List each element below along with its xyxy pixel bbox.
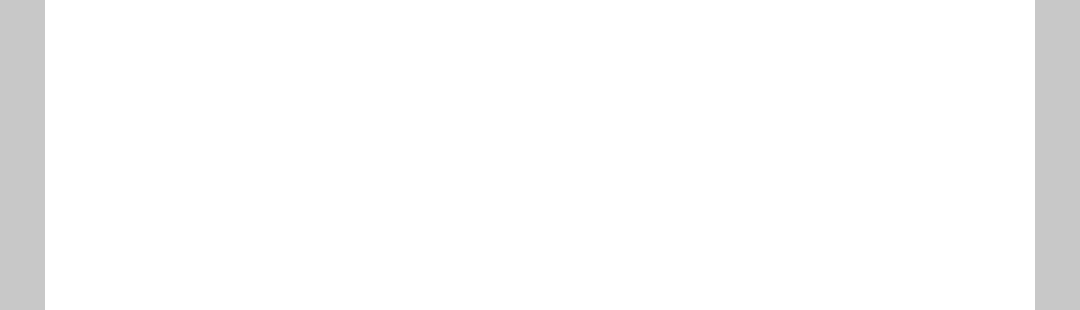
Text: block and the supporting surface is 0.50. Calculate the force P required to caus: block and the supporting surface is 0.50… (139, 135, 1028, 153)
Text: 3. A block of 90 kg rests on a horizontal surface. The coefficient of static fri: 3. A block of 90 kg rests on a horizonta… (139, 81, 1024, 99)
Text: if the force applied to the block is (a) horizontal, (b) upward at an angle of 2: if the force applied to the block is (a)… (139, 189, 986, 207)
Text: (answer: 441.45 N; 344.6 N): (answer: 441.45 N; 344.6 N) (139, 243, 395, 261)
